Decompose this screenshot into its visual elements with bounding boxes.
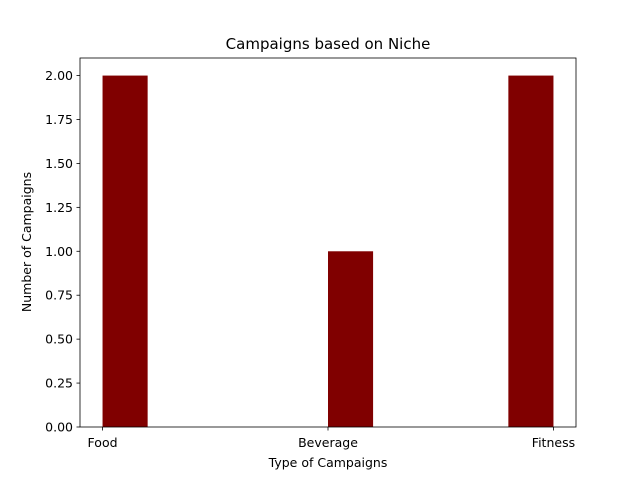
y-tick-label: 2.00 (45, 68, 73, 83)
x-tick-label: Food (88, 435, 118, 450)
y-tick-label: 1.25 (45, 200, 73, 215)
plot-area: 0.00 0.25 0.50 0.75 1.00 1.25 1.50 1.75 2.00 Food… (45, 57, 577, 450)
y-tick-label: 1.50 (45, 156, 73, 171)
bar-fitness (508, 75, 554, 428)
chart-title: Campaigns based on Niche (226, 35, 431, 53)
y-tick-label: 0.75 (45, 288, 73, 303)
y-tick-label: 0.00 (45, 420, 73, 435)
x-tick-label: Beverage (298, 435, 358, 450)
bar-beverage (328, 251, 374, 427)
x-tick-label: Fitness (532, 435, 575, 450)
bar-food (102, 75, 148, 428)
y-tick-label: 0.50 (45, 332, 73, 347)
y-tick-label: 1.00 (45, 244, 73, 259)
y-axis-label: Number of Campaigns (19, 172, 34, 312)
x-axis-label: Type of Campaigns (268, 455, 388, 470)
y-tick-label: 0.25 (45, 376, 73, 391)
y-tick-label: 1.75 (45, 112, 73, 127)
